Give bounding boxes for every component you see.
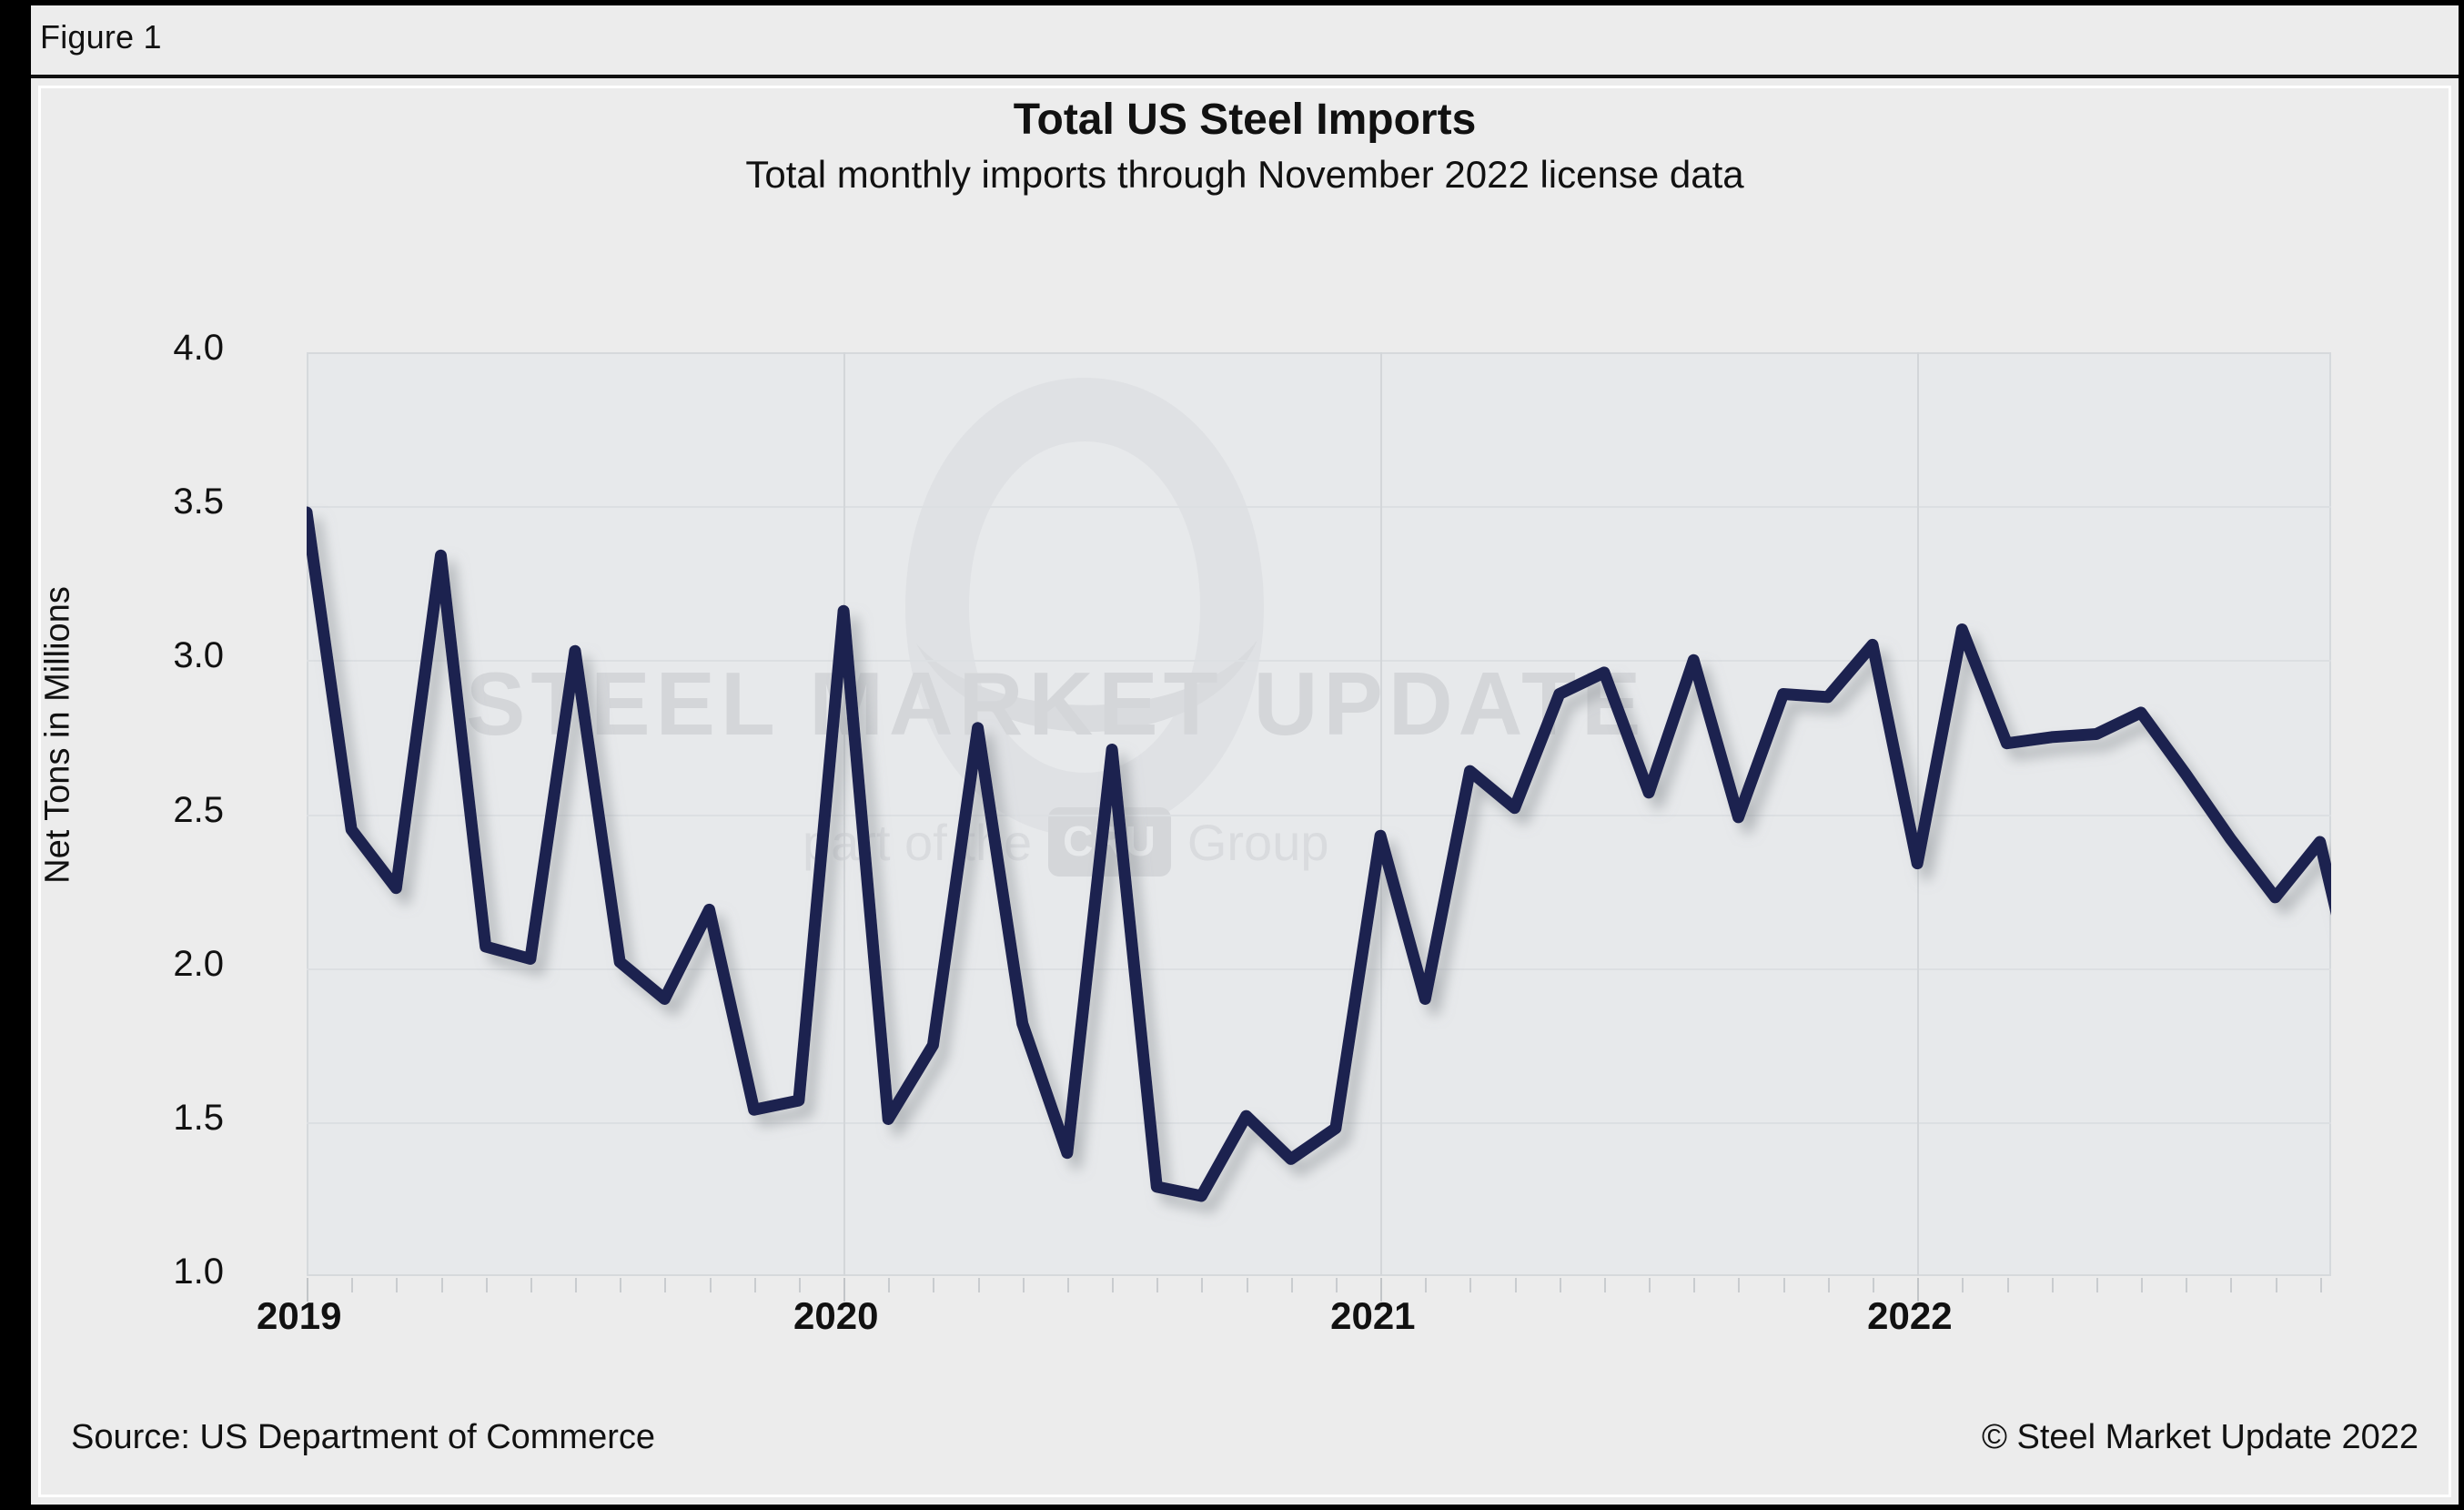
x-axis-tick-mark bbox=[1112, 1278, 1115, 1292]
y-axis-tick-label: 1.5 bbox=[173, 1097, 224, 1138]
gridline-horizontal bbox=[307, 968, 2331, 970]
x-axis-tick-mark bbox=[843, 1278, 846, 1302]
x-axis-tick-label: 2022 bbox=[1867, 1294, 1953, 1337]
y-axis-tick-label: 3.0 bbox=[173, 635, 224, 676]
x-axis-tick-mark bbox=[620, 1278, 622, 1292]
x-axis-tick-mark bbox=[1603, 1278, 1606, 1292]
x-axis-tick-mark bbox=[2230, 1278, 2233, 1292]
x-axis-tick-mark bbox=[1335, 1278, 1338, 1292]
chart-title: Total US Steel Imports bbox=[1013, 96, 1477, 144]
x-axis-tick-mark bbox=[1872, 1278, 1874, 1292]
x-axis-tick-mark bbox=[396, 1278, 399, 1292]
x-axis-tick-mark bbox=[1962, 1278, 1964, 1292]
x-axis-tick-mark bbox=[1469, 1278, 1472, 1292]
copyright-note: © Steel Market Update 2022 bbox=[1981, 1418, 2419, 1456]
x-axis-tick-label: 2020 bbox=[793, 1294, 879, 1337]
x-axis-tick-mark bbox=[2006, 1278, 2009, 1292]
x-axis-tick-mark bbox=[664, 1278, 667, 1292]
y-axis-tick-label: 4.0 bbox=[173, 328, 224, 368]
x-axis-tick-mark bbox=[1649, 1278, 1651, 1292]
x-axis-tick-mark bbox=[2275, 1278, 2277, 1292]
x-axis-tick-mark bbox=[888, 1278, 891, 1292]
x-axis-tick-mark bbox=[1066, 1278, 1069, 1292]
gridline-horizontal bbox=[307, 1121, 2331, 1124]
imports-line-series bbox=[307, 506, 2331, 1202]
x-axis-tick-mark bbox=[1559, 1278, 1561, 1292]
x-axis-tick-mark bbox=[2186, 1278, 2188, 1292]
x-axis-tick-mark bbox=[1782, 1278, 1785, 1292]
x-axis-tick-mark bbox=[1380, 1278, 1383, 1302]
x-axis-tick-mark bbox=[485, 1278, 488, 1292]
x-axis-tick-mark bbox=[1917, 1278, 1920, 1302]
x-axis-tick-mark bbox=[1827, 1278, 1830, 1292]
x-axis-tick-mark bbox=[440, 1278, 443, 1292]
x-axis-tick-mark bbox=[1022, 1278, 1025, 1292]
x-axis-tick-mark bbox=[351, 1278, 354, 1292]
x-axis-tick-mark bbox=[1738, 1278, 1741, 1292]
x-axis-tick-mark bbox=[753, 1278, 756, 1292]
x-axis-tick-mark bbox=[1290, 1278, 1293, 1292]
x-axis-tick-label: 2021 bbox=[1330, 1294, 1416, 1337]
x-axis-tick-mark bbox=[1425, 1278, 1428, 1292]
x-axis-tick-mark bbox=[1201, 1278, 1204, 1292]
x-axis-tick-mark bbox=[2141, 1278, 2144, 1292]
y-axis-tick-label: 3.5 bbox=[173, 481, 224, 522]
x-axis-tick-mark bbox=[2095, 1278, 2098, 1292]
figure-divider bbox=[31, 75, 2459, 78]
plot-area: STEEL MARKET UPDATE part of the CRU Grou… bbox=[307, 352, 2331, 1276]
x-axis-tick-mark bbox=[1514, 1278, 1517, 1292]
y-axis-tick-label: 2.0 bbox=[173, 943, 224, 984]
gridline-horizontal bbox=[307, 814, 2331, 816]
figure-label: Figure 1 bbox=[40, 18, 162, 56]
x-axis-tick-mark bbox=[2319, 1278, 2322, 1292]
gridline-horizontal bbox=[307, 506, 2331, 509]
x-axis-tick-mark bbox=[530, 1278, 532, 1292]
x-axis-tick-mark bbox=[1246, 1278, 1248, 1292]
gridline-vertical bbox=[843, 352, 846, 1276]
x-axis-tick-mark bbox=[709, 1278, 712, 1292]
figure-frame: Figure 1 Total US Steel Imports Total mo… bbox=[31, 5, 2459, 1505]
x-axis-tick-label: 2019 bbox=[257, 1294, 342, 1337]
source-note: Source: US Department of Commerce bbox=[71, 1418, 656, 1456]
x-axis-tick-mark bbox=[307, 1278, 308, 1302]
gridline-horizontal bbox=[307, 660, 2331, 663]
x-axis-tick-mark bbox=[1156, 1278, 1159, 1292]
x-axis-tick-mark bbox=[2051, 1278, 2054, 1292]
x-axis-tick-mark bbox=[1693, 1278, 1696, 1292]
x-axis-tick-mark bbox=[933, 1278, 935, 1292]
chart-subtitle: Total monthly imports through November 2… bbox=[745, 153, 1744, 196]
y-axis-tick-label: 1.0 bbox=[173, 1252, 224, 1292]
gridline-vertical bbox=[1917, 352, 1920, 1276]
y-axis-tick-label: 2.5 bbox=[173, 789, 224, 830]
x-axis-tick-mark bbox=[798, 1278, 801, 1292]
gridline-vertical bbox=[1380, 352, 1383, 1276]
x-axis-tick-mark bbox=[977, 1278, 980, 1292]
x-axis-tick-mark bbox=[575, 1278, 578, 1292]
y-axis-title: Net Tons in Millions bbox=[38, 586, 77, 884]
